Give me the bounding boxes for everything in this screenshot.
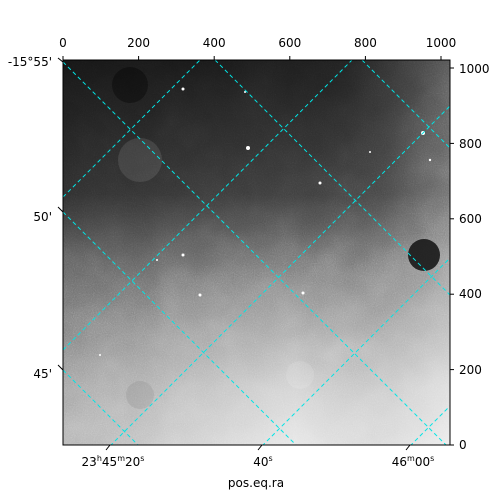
right-tick-label: 800	[459, 137, 482, 151]
right-tick-label: 400	[459, 287, 482, 301]
sky-image	[63, 60, 450, 445]
top-tick-label: 800	[354, 36, 377, 50]
top-tick-label: 1000	[426, 36, 457, 50]
bottom-tick-label: 40s	[253, 454, 272, 469]
top-tick-label: 0	[59, 36, 67, 50]
right-tick-label: 600	[459, 212, 482, 226]
top-tick-label: 200	[127, 36, 150, 50]
x-axis-title: pos.eq.ra	[228, 476, 284, 490]
left-tick-label: 45'	[33, 367, 52, 381]
bottom-tick-label: 46m00s	[392, 454, 435, 469]
top-tick-label: 600	[278, 36, 301, 50]
right-tick-label: 0	[459, 438, 467, 452]
left-tick-marks	[57, 57, 64, 371]
star-points	[99, 87, 432, 356]
left-tick-label: -15°55'	[8, 55, 52, 69]
right-tick-label: 200	[459, 363, 482, 377]
bottom-tick-label: 23h45m20s	[82, 454, 145, 469]
plot-frame	[62, 59, 451, 446]
coordinate-grid	[63, 60, 450, 445]
right-tick-label: 1000	[459, 62, 490, 76]
bottom-tick-marks	[105, 444, 411, 451]
dark-halo-feature	[408, 239, 440, 271]
top-tick-label: 400	[203, 36, 226, 50]
right-tick-marks	[450, 67, 454, 446]
top-tick-marks	[62, 56, 442, 60]
left-tick-label: 50'	[33, 210, 52, 224]
